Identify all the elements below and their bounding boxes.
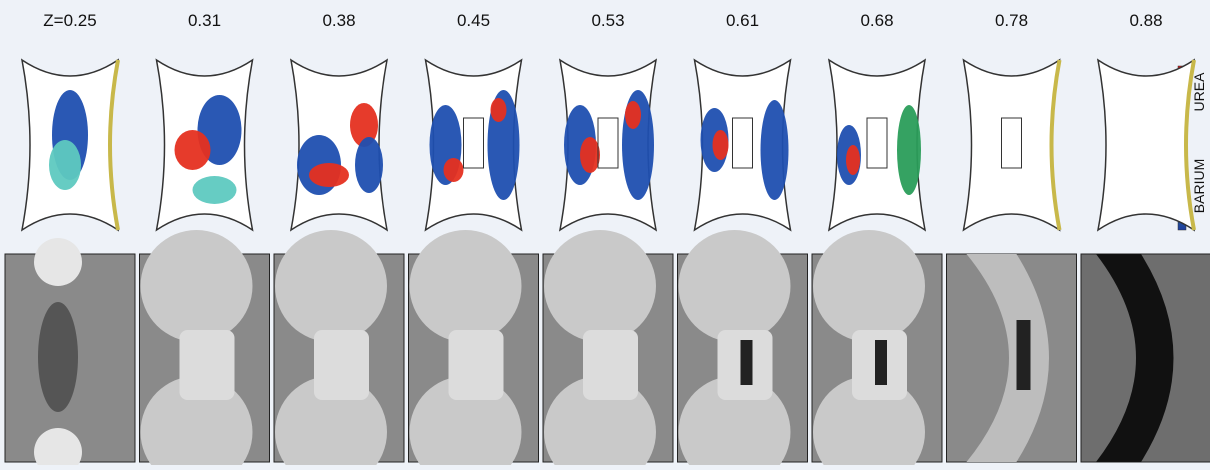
material-region (309, 163, 349, 187)
panel-label: 0.53 (591, 11, 624, 30)
material-region (355, 137, 383, 193)
ct-sample (583, 330, 638, 400)
material-region (897, 105, 921, 195)
material-region (846, 145, 860, 175)
figure: UREA BARIUM Z=0.25 0.31 0.38 0.45 0.53 0.61 0.… (0, 0, 1210, 465)
material-region (625, 101, 641, 129)
panel-label: 0.68 (860, 11, 893, 30)
material-region (175, 130, 211, 170)
page: UREA BARIUM Z=0.25 0.31 0.38 0.45 0.53 0.61 0.… (0, 0, 1210, 465)
ct-sample (38, 302, 78, 412)
ct-disc (275, 230, 387, 342)
ct-disc (410, 230, 522, 342)
material-region (713, 130, 729, 160)
ct-sample (449, 330, 504, 400)
panel-label: 0.88 (1129, 11, 1162, 30)
colorbar-top-label: UREA (1191, 72, 1207, 112)
panel-label: 0.38 (322, 11, 355, 30)
sample-outline (964, 60, 1060, 230)
ct-disc (679, 230, 791, 342)
ct-sample (180, 330, 235, 400)
panel-label: 0.31 (188, 11, 221, 30)
material-region (491, 98, 507, 122)
material-region (49, 140, 81, 190)
sample-outline (1098, 60, 1194, 230)
material-region (444, 158, 464, 182)
ct-disc (544, 230, 656, 342)
material-region (761, 100, 789, 200)
colorbar-bottom-label: BARIUM (1191, 159, 1207, 213)
material-region (580, 137, 600, 173)
ct-insert (1017, 320, 1031, 390)
panel-label: 0.45 (457, 11, 490, 30)
ct-disc (141, 230, 253, 342)
ct-insert (875, 340, 887, 385)
ct-insert (741, 340, 753, 385)
material-region (193, 176, 237, 204)
panel-label: 0.78 (995, 11, 1028, 30)
panel-label: 0.61 (726, 11, 759, 30)
ct-disc (813, 230, 925, 342)
ct-sample (314, 330, 369, 400)
panel-label: Z=0.25 (43, 11, 96, 30)
ct-disc (34, 238, 82, 286)
